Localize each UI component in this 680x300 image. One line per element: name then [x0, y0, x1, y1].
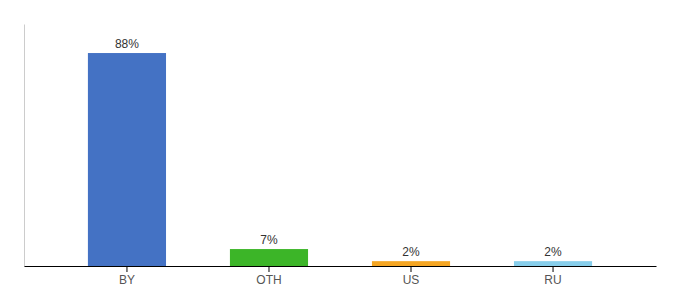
bar	[514, 261, 592, 266]
chart: BY OTH US RU 88% 7% 2% 2%	[0, 0, 680, 300]
x-tick: OTH	[256, 266, 281, 287]
x-tick-label: BY	[119, 273, 135, 287]
data-label: 88%	[115, 37, 139, 51]
x-axis: BY OTH US RU	[25, 266, 657, 287]
x-axis-line	[25, 266, 657, 267]
x-tick-label: US	[403, 273, 420, 287]
data-label: 2%	[402, 245, 420, 259]
x-tick-mark	[268, 266, 269, 272]
x-tick: BY	[119, 266, 135, 287]
x-tick-mark	[553, 266, 554, 272]
bar	[372, 261, 450, 266]
y-axis-line	[24, 25, 25, 267]
bar	[88, 53, 166, 266]
y-axis	[24, 25, 25, 267]
x-tick-label: OTH	[256, 273, 281, 287]
data-label: 2%	[544, 245, 562, 259]
x-tick-mark	[411, 266, 412, 272]
bar	[230, 249, 308, 266]
data-label: 7%	[260, 233, 278, 247]
x-tick-mark	[126, 266, 127, 272]
x-tick-label: RU	[544, 273, 561, 287]
x-tick: RU	[544, 266, 561, 287]
plot: BY OTH US RU 88% 7% 2% 2%	[25, 25, 657, 287]
bars	[88, 53, 592, 266]
data-labels: 88% 7% 2% 2%	[115, 37, 562, 259]
x-tick: US	[403, 266, 420, 287]
